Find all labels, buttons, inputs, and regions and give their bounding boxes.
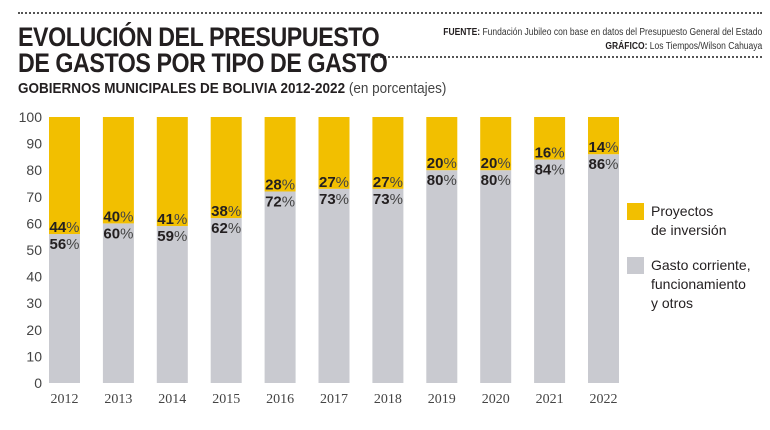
bar-gasto-corriente <box>534 159 566 383</box>
x-tick-label: 2020 <box>482 392 510 407</box>
data-label-inversion: 44% <box>49 219 79 236</box>
data-label-corriente: 59% <box>157 228 187 245</box>
bar-gasto-corriente <box>426 170 458 383</box>
subtitle-bold: GOBIERNOS MUNICIPALES DE BOLIVIA 2012-20… <box>18 80 346 97</box>
x-tick-label: 2017 <box>320 392 348 407</box>
data-label-corriente: 56% <box>49 236 79 253</box>
data-label-corriente: 72% <box>265 193 295 210</box>
source-text: Fundación Jubileo con base en datos del … <box>482 27 762 38</box>
data-label-inversion: 16% <box>535 145 565 162</box>
data-label-inversion: 27% <box>319 174 349 191</box>
legend-swatch-corriente <box>627 257 644 274</box>
graphic-label: GRÁFICO: <box>605 41 648 52</box>
data-label-corriente: 86% <box>588 156 618 173</box>
x-tick-label: 2012 <box>51 392 79 407</box>
data-label-corriente: 62% <box>211 220 241 237</box>
bar-proyectos-inversion <box>426 117 458 171</box>
data-label-corriente: 80% <box>427 172 457 189</box>
y-tick-label: 30 <box>26 295 42 311</box>
y-tick-label: 90 <box>26 136 42 152</box>
legend-label-line: Proyectos <box>651 203 714 219</box>
data-label-inversion: 40% <box>103 208 133 225</box>
bar-gasto-corriente <box>102 223 134 383</box>
bar-proyectos-inversion <box>534 117 566 160</box>
title-line-2: DE GASTOS POR TIPO DE GASTO <box>18 48 388 78</box>
legend-label-line: de inversión <box>651 222 727 238</box>
data-label-corriente: 73% <box>319 191 349 208</box>
data-label-corriente: 60% <box>103 225 133 242</box>
bar-proyectos-inversion <box>318 117 350 189</box>
bar-proyectos-inversion <box>49 117 80 235</box>
y-tick-label: 20 <box>26 322 42 338</box>
data-label-inversion: 28% <box>265 176 295 193</box>
title-line-1: EVOLUCIÓN DEL PRESUPUESTO <box>18 22 380 52</box>
x-tick-label: 2019 <box>428 392 456 407</box>
bar-proyectos-inversion <box>264 117 296 192</box>
legend-label-line: funcionamiento <box>651 276 746 292</box>
x-tick-label: 2018 <box>374 392 402 407</box>
data-label-inversion: 20% <box>427 155 457 172</box>
data-label-corriente: 80% <box>481 172 511 189</box>
y-tick-label: 10 <box>26 348 42 364</box>
source-label: FUENTE: <box>443 27 480 38</box>
x-tick-label: 2022 <box>590 392 618 407</box>
bar-proyectos-inversion <box>102 117 134 224</box>
data-label-corriente: 73% <box>373 191 403 208</box>
bar-gasto-corriente <box>372 188 404 383</box>
legend-label-line: Gasto corriente, <box>651 257 751 273</box>
y-tick-label: 50 <box>26 242 42 258</box>
bar-gasto-corriente <box>480 170 512 383</box>
x-tick-label: 2013 <box>104 392 132 407</box>
data-label-corriente: 84% <box>535 162 565 179</box>
chart-subtitle: GOBIERNOS MUNICIPALES DE BOLIVIA 2012-20… <box>18 80 446 97</box>
subtitle-units: (en porcentajes) <box>348 80 447 97</box>
bar-gasto-corriente <box>318 188 350 383</box>
x-tick-label: 2015 <box>212 392 240 407</box>
bar-proyectos-inversion <box>156 117 188 227</box>
y-tick-label: 80 <box>26 162 42 178</box>
x-tick-label: 2016 <box>266 392 294 407</box>
legend-swatch-inversion <box>627 203 644 220</box>
bar-gasto-corriente <box>210 218 242 383</box>
data-label-inversion: 41% <box>157 211 187 228</box>
bar-gasto-corriente <box>49 234 80 383</box>
credits: FUENTE: Fundación Jubileo con base en da… <box>443 26 762 54</box>
bar-proyectos-inversion <box>588 117 619 155</box>
y-tick-label: 100 <box>19 109 43 125</box>
bar-proyectos-inversion <box>210 117 242 219</box>
graphic-text: Los Tiempos/Wilson Cahuaya <box>649 41 762 52</box>
y-tick-label: 0 <box>34 375 42 391</box>
y-tick-label: 40 <box>26 269 42 285</box>
x-tick-label: 2014 <box>158 392 186 407</box>
y-tick-label: 70 <box>26 189 42 205</box>
chart-title: EVOLUCIÓN DEL PRESUPUESTO DE GASTOS POR … <box>18 22 388 78</box>
data-label-inversion: 20% <box>481 155 511 172</box>
bar-gasto-corriente <box>588 154 619 383</box>
data-label-inversion: 27% <box>373 174 403 191</box>
top-divider <box>18 12 762 14</box>
y-tick-label: 60 <box>26 215 42 231</box>
title-divider <box>368 56 762 58</box>
bar-gasto-corriente <box>264 191 296 383</box>
data-label-inversion: 14% <box>588 139 618 156</box>
bar-gasto-corriente <box>156 226 188 383</box>
x-tick-label: 2021 <box>536 392 564 407</box>
data-label-inversion: 38% <box>211 203 241 220</box>
legend-label-line: y otros <box>651 295 694 311</box>
bar-proyectos-inversion <box>372 117 404 189</box>
bar-proyectos-inversion <box>480 117 512 171</box>
